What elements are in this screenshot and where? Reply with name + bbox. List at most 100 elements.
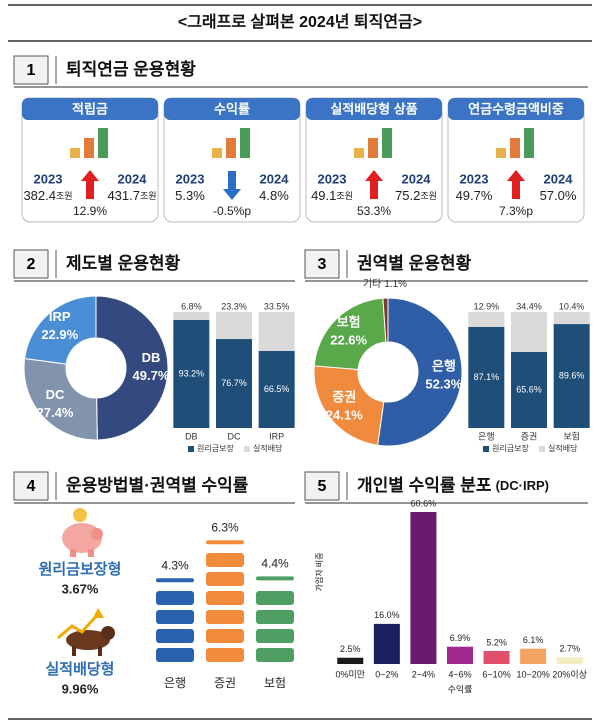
icon-bar (524, 128, 534, 158)
legend-swatch (188, 446, 194, 452)
section-heading: 제도별 운용현황 (66, 254, 181, 273)
section-title: 권역별 운용현황 (357, 254, 472, 273)
card-header (306, 98, 442, 120)
donut-slice (382, 297, 389, 343)
section-number: 5 (318, 478, 327, 495)
x-tick-label: 은행 (164, 675, 186, 690)
slice-outside-label: 기타 1.1% (363, 278, 407, 290)
slice-label: 보험 (337, 315, 361, 330)
section-heading: 개인별 수익률 분포 (DC·IRP) (357, 476, 549, 495)
bar-block (256, 629, 294, 643)
bar-segment (511, 312, 547, 352)
down-arrow (223, 171, 241, 200)
value-from-number: 5.3% (175, 188, 205, 203)
bar-segment (216, 312, 252, 340)
icon-bar (226, 138, 236, 158)
section-number-box (304, 249, 340, 279)
value-label: 6.3% (211, 520, 239, 534)
x-tick-label: DC (228, 431, 241, 441)
slice-value: 22.9% (41, 327, 78, 342)
icon-bar (84, 138, 94, 158)
x-tick-label: 증권 (521, 430, 538, 441)
value-to: 4.8% (259, 188, 289, 203)
value-label: 6.1% (523, 635, 544, 645)
x-tick-label: DB (185, 431, 198, 441)
value-to-unit: 조원 (420, 191, 437, 201)
up-arrow (81, 170, 99, 199)
year-from: 2023 (34, 171, 63, 186)
x-tick-label: 6~10% (482, 669, 510, 679)
section-number: 1 (27, 62, 36, 79)
value-label: 4.4% (261, 557, 289, 571)
slice-value: 49.7% (133, 368, 170, 383)
x-tick-label: 은행 (478, 430, 495, 441)
donut-slice (24, 295, 97, 365)
icon-bar (354, 148, 364, 158)
card-header (22, 98, 158, 120)
bar (447, 646, 473, 664)
legend-label: 실적배당 (253, 443, 283, 453)
card-header (164, 98, 300, 120)
icon-bar (496, 148, 506, 158)
bar-block (156, 648, 194, 662)
segment-label: 6.8% (181, 301, 202, 311)
block-bar (156, 578, 194, 662)
bar (520, 648, 547, 664)
legend-swatch (539, 446, 545, 452)
bar (556, 657, 583, 664)
bar-block (256, 591, 294, 605)
bar (373, 623, 400, 664)
legend-label: 원리금보장 (197, 443, 234, 453)
icon-bar (70, 148, 80, 158)
bull-icon (57, 608, 115, 656)
slice-label: DC (46, 387, 65, 402)
method-label: 원리금보장형 (39, 560, 122, 578)
block-bar (256, 576, 294, 662)
x-tick-label: 10~20% (517, 669, 550, 679)
year-from: 2023 (318, 171, 347, 186)
change: 12.9% (73, 204, 107, 218)
icon-bar (368, 138, 378, 158)
card-title: 수익률 (214, 101, 250, 116)
x-tick-label: 보험 (563, 431, 580, 441)
bar-segment (553, 324, 590, 428)
bar-segment (468, 326, 505, 428)
bar-cap (156, 578, 194, 583)
x-tick-label: 증권 (214, 676, 236, 690)
card-icon (354, 128, 392, 158)
section-title: 운용방법별·권역별 수익률 (66, 476, 249, 495)
card-title: 실적배당형 상품 (330, 101, 417, 116)
segment-label: 23.3% (221, 301, 247, 311)
value-label: 6.9% (450, 633, 471, 643)
card-header (448, 98, 584, 120)
x-tick-label: 보험 (264, 676, 286, 690)
up-arrow (365, 170, 383, 199)
section-number-box (13, 471, 49, 501)
segment-label: 10.4% (559, 301, 585, 311)
change: -0.5%p (213, 204, 251, 218)
value-to: 431.7조원 (107, 188, 156, 203)
segment-label: 34.4% (516, 301, 542, 311)
section-title: 개인별 수익률 분포 (357, 476, 492, 495)
bar-segment (216, 339, 252, 428)
icon-bar (382, 128, 392, 158)
value-label: 5.2% (486, 637, 507, 647)
slice-value: 24.1% (326, 407, 363, 422)
card-title: 적립금 (72, 101, 108, 116)
x-tick-label: IRP (269, 431, 284, 441)
year-to: 2024 (402, 171, 432, 186)
bar-cap (206, 540, 244, 545)
value-from-number: 49.1 (311, 188, 336, 203)
segment-label: 12.9% (474, 301, 500, 311)
donut-slice (313, 365, 385, 446)
value-label: 2.5% (340, 644, 361, 654)
bar-block (256, 610, 294, 624)
year-to: 2024 (544, 171, 574, 186)
bar-block (156, 629, 194, 643)
bar-segment (511, 351, 547, 428)
year-to: 2024 (260, 171, 290, 186)
method-return: 3.67% (62, 581, 99, 596)
icon-bar (510, 138, 520, 158)
value-label: 2.7% (559, 644, 580, 654)
